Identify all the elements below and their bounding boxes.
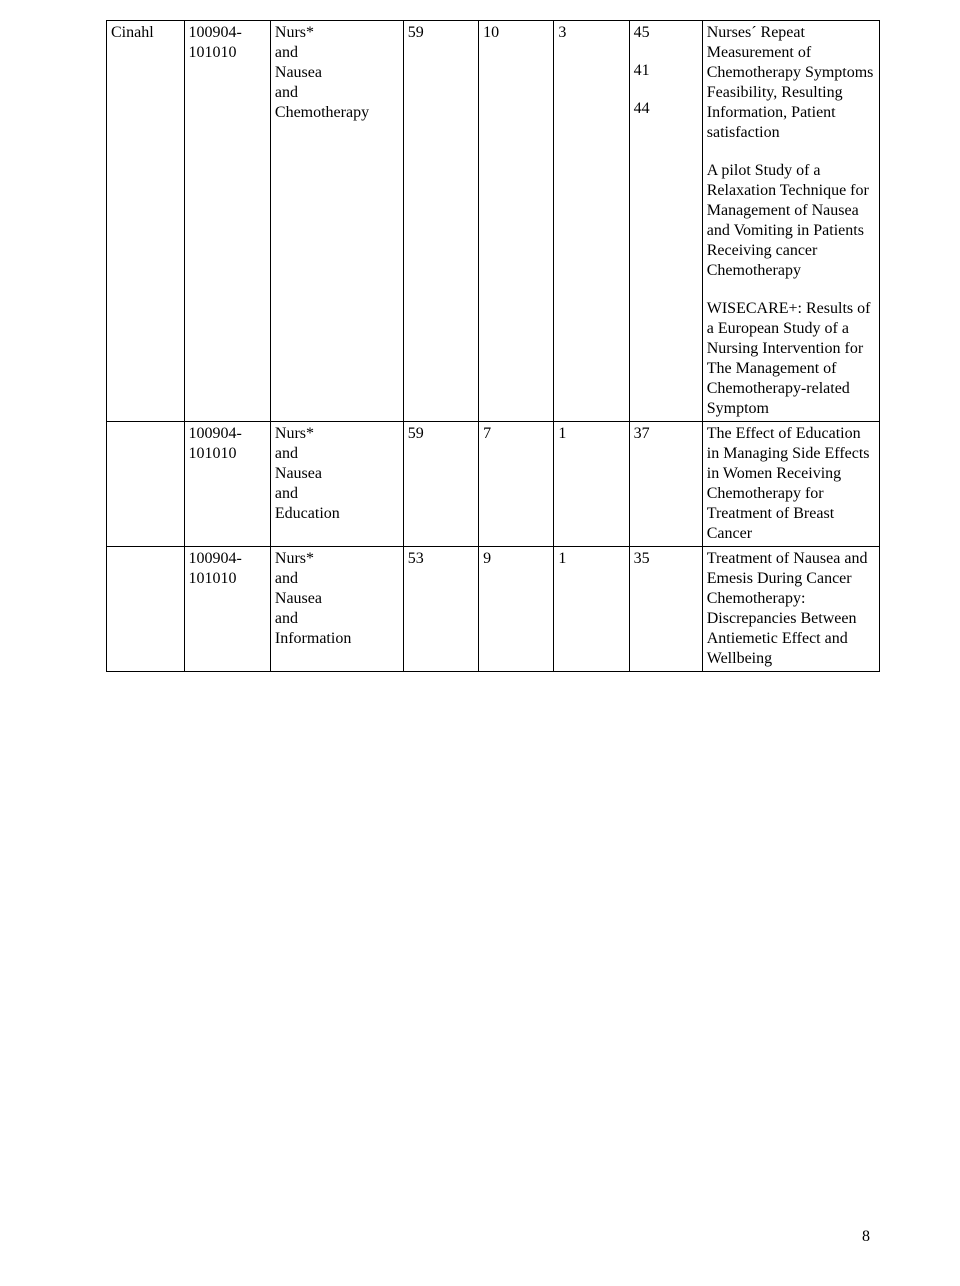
result-description: Nurses´ Repeat Measurement of Chemothera… [707, 23, 875, 161]
cell-database [107, 422, 185, 547]
cell-n1: 53 [403, 547, 478, 672]
cell-n2: 7 [479, 422, 554, 547]
result-number: 45 [634, 23, 698, 61]
table-row: 100904-101010Nurs* and Nausea and Inform… [107, 547, 880, 672]
cell-description: Treatment of Nausea and Emesis During Ca… [702, 547, 879, 672]
result-number: 41 [634, 61, 698, 99]
cell-terms: Nurs* and Nausea and Chemotherapy [270, 21, 403, 422]
result-number: 35 [634, 549, 698, 569]
cell-n3: 1 [554, 422, 629, 547]
cell-date: 100904-101010 [184, 422, 270, 547]
cell-description: The Effect of Education in Managing Side… [702, 422, 879, 547]
cell-n1: 59 [403, 422, 478, 547]
cell-terms: Nurs* and Nausea and Information [270, 547, 403, 672]
cell-n4: 35 [629, 547, 702, 672]
cell-n3: 1 [554, 547, 629, 672]
cell-description: Nurses´ Repeat Measurement of Chemothera… [702, 21, 879, 422]
search-results-table: Cinahl100904-101010Nurs* and Nausea and … [106, 20, 880, 672]
result-description: A pilot Study of a Relaxation Technique … [707, 161, 875, 299]
table-row: 100904-101010Nurs* and Nausea and Educat… [107, 422, 880, 547]
result-description: The Effect of Education in Managing Side… [707, 424, 875, 544]
cell-n4: 37 [629, 422, 702, 547]
cell-n3: 3 [554, 21, 629, 422]
page: Cinahl100904-101010Nurs* and Nausea and … [0, 0, 960, 1286]
cell-database: Cinahl [107, 21, 185, 422]
page-number: 8 [862, 1228, 870, 1246]
cell-n1: 59 [403, 21, 478, 422]
cell-n2: 9 [479, 547, 554, 672]
cell-n4: 454144 [629, 21, 702, 422]
cell-date: 100904-101010 [184, 547, 270, 672]
result-number: 44 [634, 99, 698, 119]
cell-terms: Nurs* and Nausea and Education [270, 422, 403, 547]
result-description: Treatment of Nausea and Emesis During Ca… [707, 549, 875, 669]
result-description: WISECARE+: Results of a European Study o… [707, 299, 875, 419]
table-row: Cinahl100904-101010Nurs* and Nausea and … [107, 21, 880, 422]
cell-database [107, 547, 185, 672]
cell-date: 100904-101010 [184, 21, 270, 422]
cell-n2: 10 [479, 21, 554, 422]
result-number: 37 [634, 424, 698, 444]
